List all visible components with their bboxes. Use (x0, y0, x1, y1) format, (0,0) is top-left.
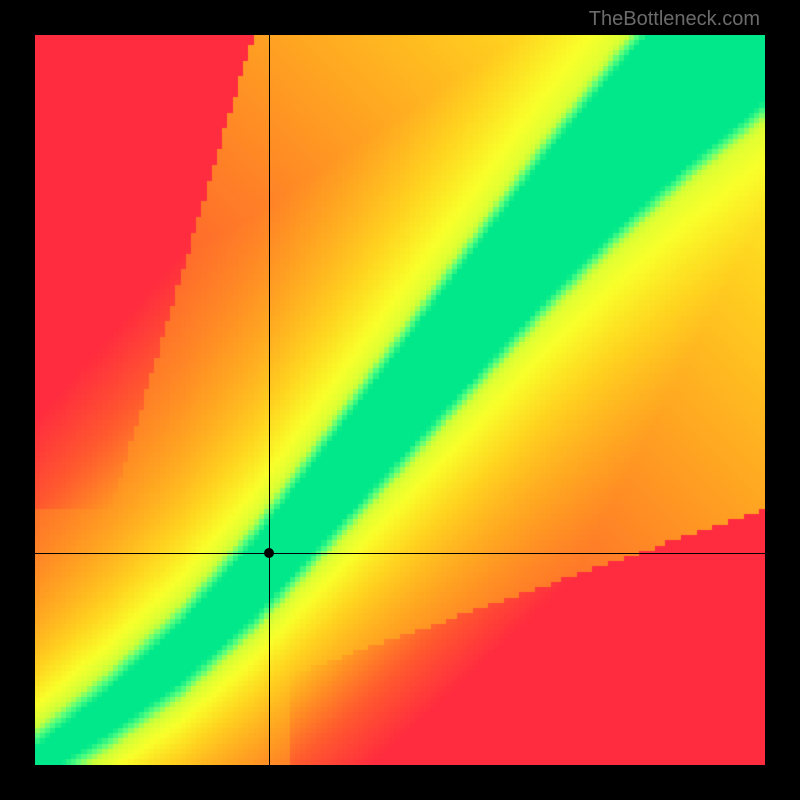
chart-container: TheBottleneck.com (0, 0, 800, 800)
data-point-marker (264, 548, 274, 558)
crosshair-horizontal (35, 553, 765, 554)
plot-area (35, 35, 765, 765)
heatmap-canvas (35, 35, 765, 765)
watermark-text: TheBottleneck.com (589, 8, 760, 31)
crosshair-vertical (269, 35, 270, 765)
